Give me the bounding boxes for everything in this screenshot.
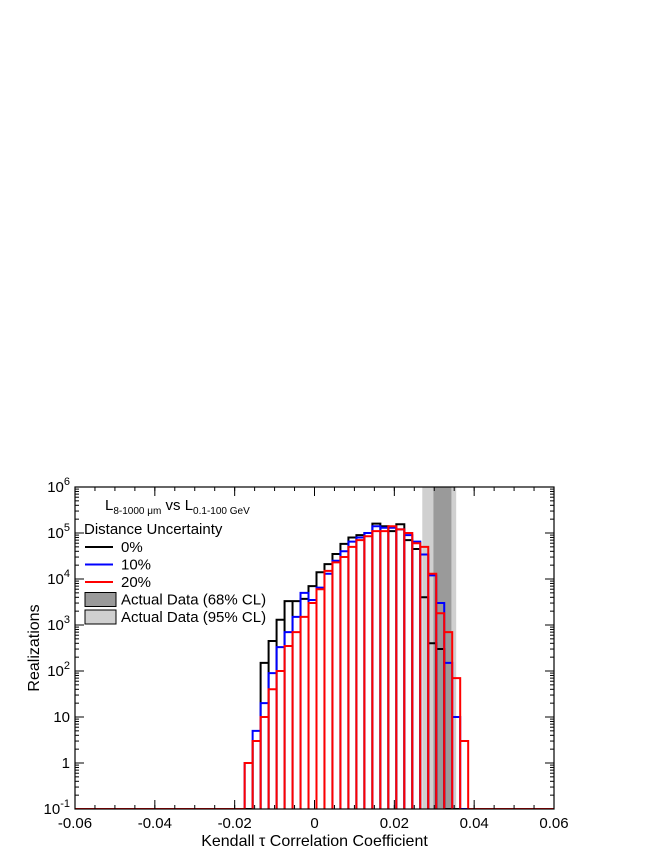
band-cl68	[433, 487, 452, 809]
x-tick-label: -0.02	[218, 815, 252, 832]
legend: Distance Uncertainty 0%10%20%Actual Data…	[84, 521, 266, 626]
x-tick-label: 0.02	[380, 815, 409, 832]
x-tick-label: -0.04	[138, 815, 172, 832]
y-tick-label: 104	[47, 568, 70, 588]
annotation-sub-a: 8-1000 μm	[113, 506, 161, 517]
y-tick-label: 10-1	[44, 798, 70, 818]
histogram-series	[75, 522, 554, 809]
x-tick-label: -0.06	[58, 815, 92, 832]
legend-label: Actual Data (95% CL)	[121, 609, 266, 626]
annotation-sub-b: 0.1-100 GeV	[193, 506, 250, 517]
annotation-mid: vs	[161, 497, 184, 514]
y-tick-label: 106	[47, 476, 70, 496]
legend-label: 0%	[121, 539, 143, 556]
annotation-main-a: L	[105, 497, 113, 514]
y-tick-label: 103	[47, 614, 70, 634]
series-line-2	[75, 525, 554, 809]
y-axis-ticks: 10-1 1 10 102 103 104 105 106	[44, 476, 554, 818]
legend-label: 10%	[121, 557, 151, 574]
x-tick-label: 0.04	[460, 815, 489, 832]
legend-swatch-box	[84, 609, 117, 625]
chart-annotation: L8-1000 μm vs L0.1-100 GeV	[105, 497, 250, 517]
y-tick-label: 105	[47, 522, 70, 542]
legend-title: Distance Uncertainty	[84, 521, 223, 538]
legend-label: 20%	[121, 574, 151, 591]
x-axis-label: Kendall τ Correlation Coefficient	[201, 833, 428, 850]
y-tick-label: 10	[53, 709, 70, 726]
x-tick-label: 0.06	[539, 815, 568, 832]
y-axis-label: Realizations	[26, 604, 43, 691]
legend-label: Actual Data (68% CL)	[121, 592, 266, 609]
y-tick-label: 1	[62, 755, 70, 772]
x-axis-ticks: -0.06 -0.04 -0.02 0 0.02 0.04 0.06	[58, 487, 569, 832]
legend-swatch-box	[84, 592, 117, 607]
y-tick-label: 102	[47, 660, 70, 680]
annotation-main-b: L	[185, 497, 193, 514]
x-tick-label: 0	[310, 815, 318, 832]
